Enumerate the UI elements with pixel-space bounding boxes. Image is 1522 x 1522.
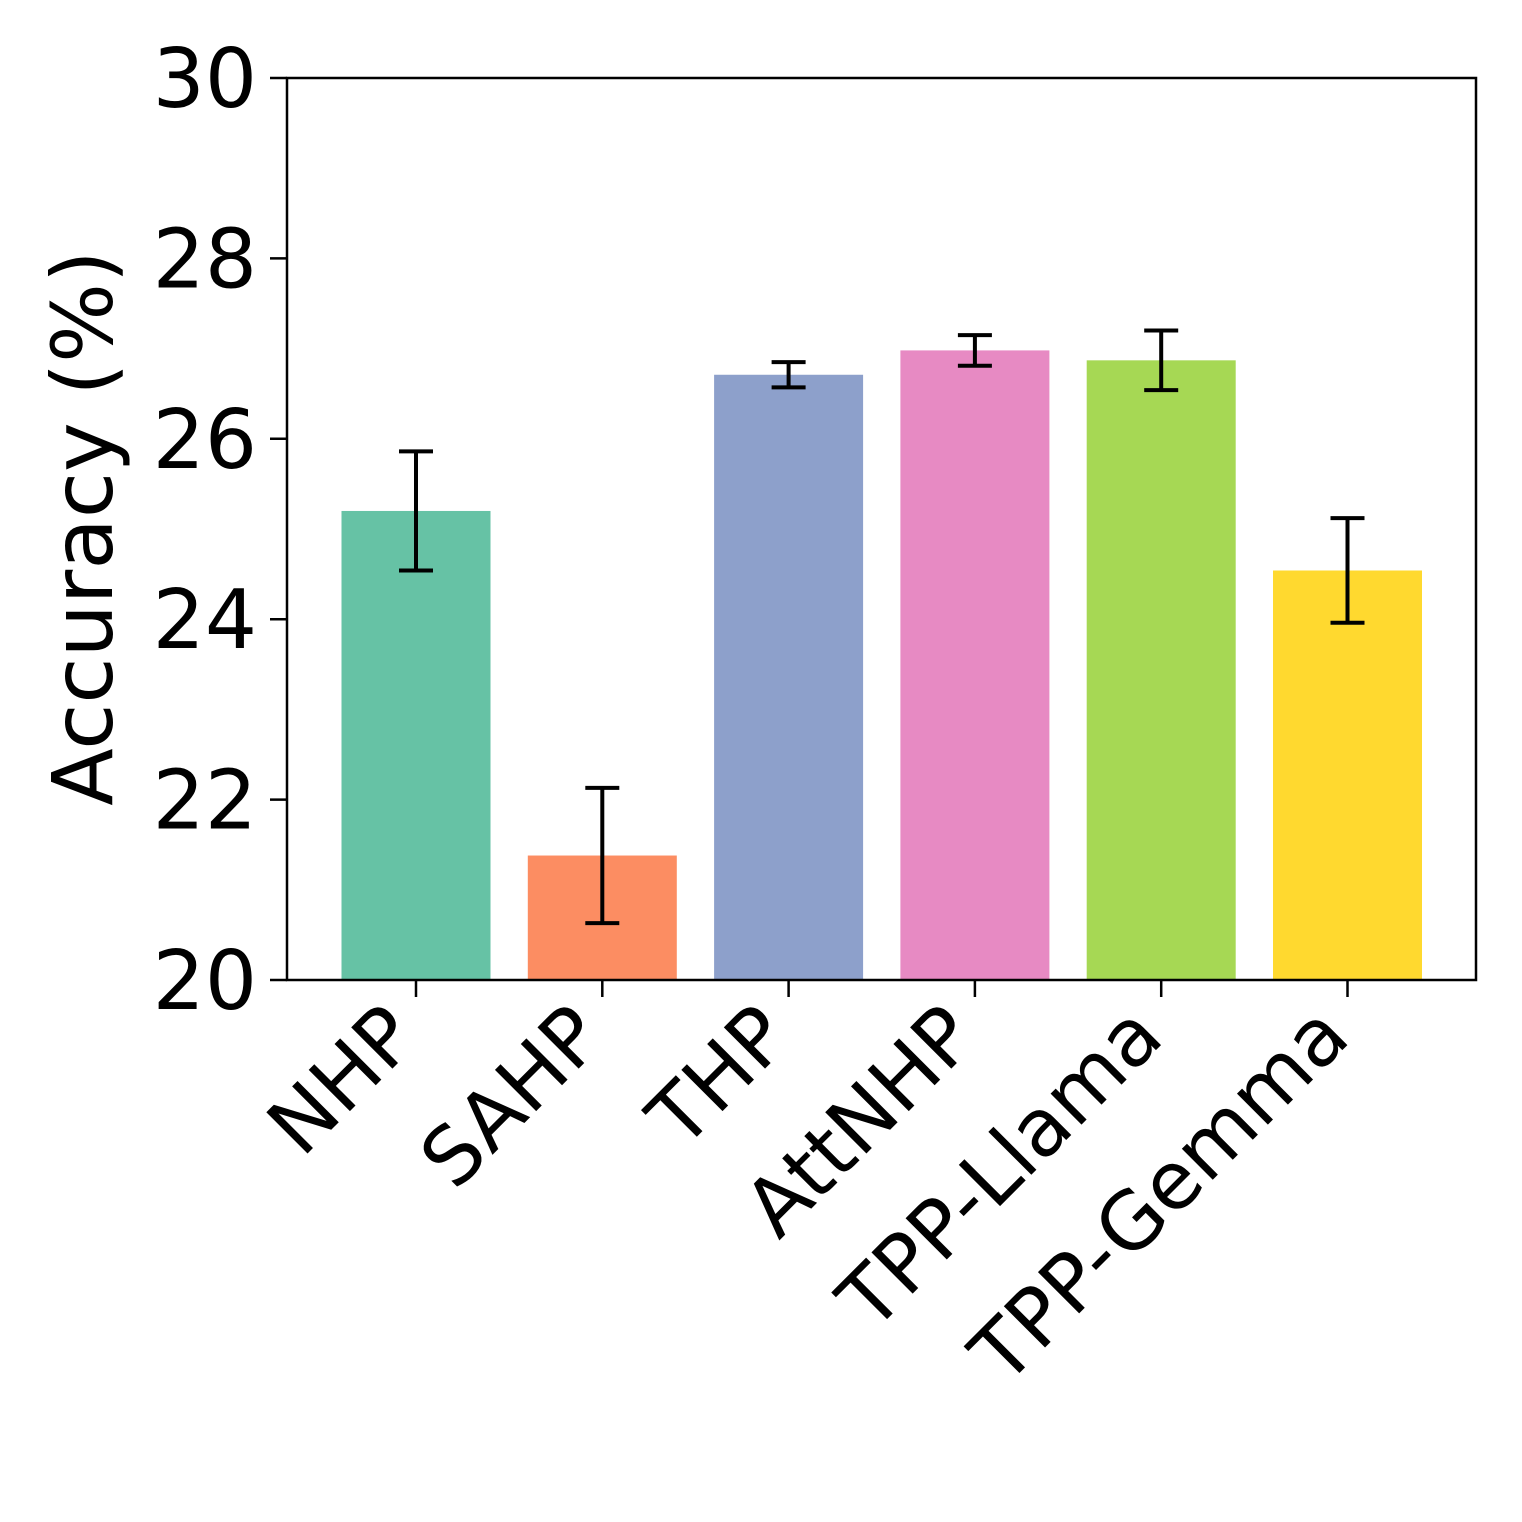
error-bar-sahp xyxy=(585,785,620,926)
error-bar-nhp xyxy=(399,449,433,573)
y-tick-label: 24 xyxy=(153,573,257,668)
y-axis-label: Accuracy (%) xyxy=(34,250,132,806)
error-bar-thp xyxy=(771,360,806,390)
y-tick-label: 22 xyxy=(153,754,257,849)
x-tick-label: SAHP xyxy=(403,988,621,1206)
bar-attnhp xyxy=(900,350,1050,980)
error-bars-layer xyxy=(399,328,1365,926)
error-bar-tpp-llama xyxy=(1144,328,1179,393)
bar-nhp xyxy=(341,510,491,980)
y-axis: 20 22 24 26 28 30 xyxy=(153,32,287,1029)
y-tick-label: 28 xyxy=(153,212,257,307)
bars-layer xyxy=(341,350,1422,980)
bar-thp xyxy=(714,374,864,980)
bar-tpp-gemma xyxy=(1273,570,1422,980)
y-tick-label: 20 xyxy=(153,934,257,1029)
bar-tpp-llama xyxy=(1086,360,1236,980)
plot-frame xyxy=(285,76,1478,982)
y-tick-label: 26 xyxy=(153,393,257,488)
error-bar-tpp-gemma xyxy=(1330,516,1365,625)
error-bar-attnhp xyxy=(957,333,992,368)
y-tick-label: 30 xyxy=(153,32,257,127)
